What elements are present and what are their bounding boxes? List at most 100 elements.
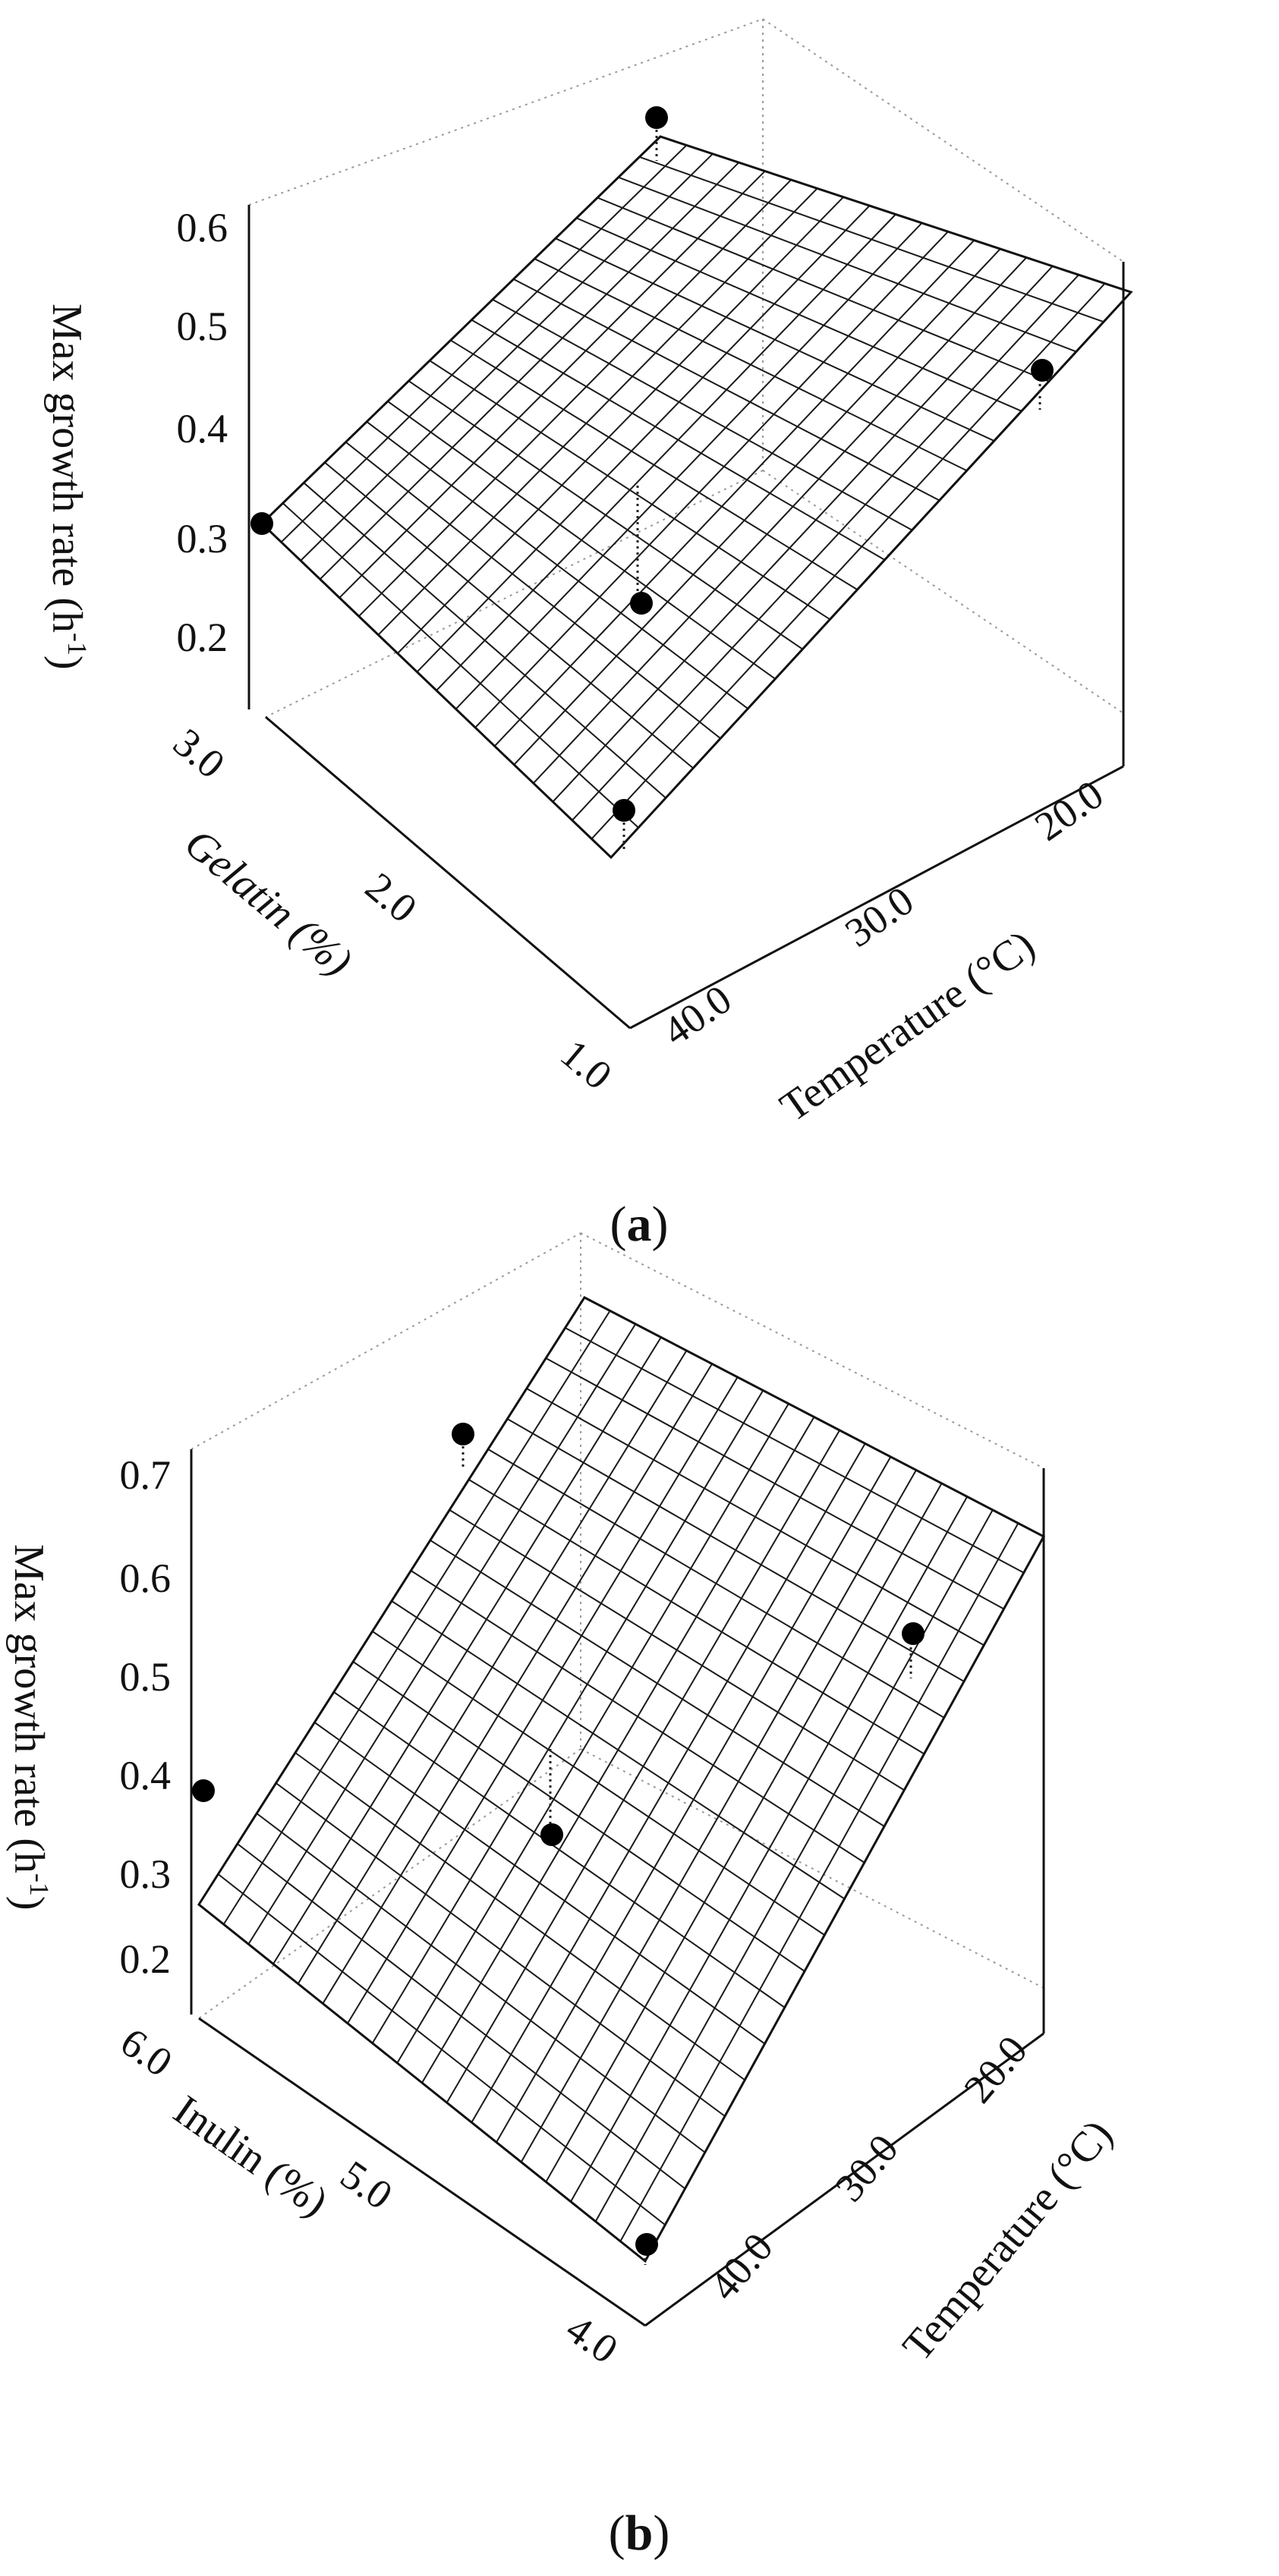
panel-b-y-axis-line [198,2017,646,2327]
panel-a-y-axis-label: Gelatin (%) [176,819,361,985]
panel-b-mesh-line [570,1496,969,2203]
panel-a-data-points [250,106,1054,822]
panel-a-y-tick-label: 3.0 [165,719,233,787]
panel-b-z-tick-label: 0.2 [120,1936,172,1982]
panel-b-z-axis-label-close: ) [5,1896,52,1911]
panel-a-surface [260,135,1133,860]
panel-b-data-point [635,2233,658,2256]
panel-a-z-tick-label: 0.2 [177,615,228,660]
panel-a-z-axis-label-text: Max growth rate (h [43,304,90,633]
panel-b-mesh-line [297,1350,688,1984]
panel-a-caption: (a) [610,1197,669,1252]
panel-b-x-axis-line [644,2032,1044,2327]
panel-a-chart: 0.6 0.5 0.4 0.3 0.2 Max growth rate (h-1… [43,18,1133,1252]
panel-a-surface-border [260,135,1133,860]
panel-b-box-back [191,1232,1044,2019]
panel-b-mesh-line [496,1456,892,2143]
panel-b-x-axis-label: Temperature (°C) [893,2111,1121,2370]
panel-b-mesh-line [247,1323,637,1945]
panel-a-y-tick-label: 2.0 [357,863,425,931]
panel-b-y-tick-label: 6.0 [112,2019,181,2086]
panel-a-data-point [250,512,273,535]
panel-a-mesh-line [572,274,1079,821]
panel-b-caption-letter: b [625,2505,654,2561]
panel-b-mesh-line [396,1403,789,2064]
panel-b-z-axis-label-sup: -1 [24,1873,55,1896]
panel-b-mesh-line [619,1523,1019,2242]
panel-a-mesh-line [513,248,1001,766]
panel-a-z-axis-label-close: ) [43,656,90,670]
panel-a-x-tick-label: 20.0 [1026,771,1111,849]
panel-b-box-edge [580,1232,1044,1469]
panel-b-y-axis-label: Inulin (%) [165,2087,336,2226]
panel-b-z-ticks: 0.7 0.6 0.5 0.4 0.3 0.2 [120,1452,172,1982]
panel-a-x-axis-label: Temperature (°C) [772,921,1044,1131]
panel-b-chart: 0.7 0.6 0.5 0.4 0.3 0.2 Max growth rate … [5,1232,1122,2561]
panel-a-box-edge [762,470,1124,714]
panel-a-z-axis-label-sup: -1 [62,633,93,656]
panel-b-y-tick-label: 4.0 [558,2306,626,2373]
panel-a-x-tick-label: 40.0 [654,976,739,1054]
panel-a-y-tick-label: 1.0 [552,1030,620,1098]
panel-a-mesh-line [300,153,714,561]
panel-b-mesh-line [347,1376,739,2024]
panel-b-z-tick-label: 0.5 [120,1654,172,1700]
panel-b-x-tick-label: 40.0 [701,2225,782,2309]
panel-b-z-axis-label: Max growth rate (h-1) [5,1544,55,1911]
panel-b-data-point [540,1823,563,1846]
panel-a-mesh-line [591,282,1106,840]
panel-b-mesh-line [471,1442,866,2123]
panel-a-z-tick-label: 0.4 [177,406,228,451]
panel-b-y-ticks: 6.0 5.0 4.0 [112,2019,626,2373]
panel-a-z-axis-label: Max growth rate (h-1) [43,304,93,670]
panel-b-mesh-line [545,1483,943,2183]
panel-b-mesh-line [594,1509,994,2222]
panel-a-mesh-line [474,231,949,728]
panel-a-mesh-line [377,187,818,636]
panel-a-mesh-line [416,205,871,673]
panel-b-mesh-line [371,1389,764,2044]
panel-a-data-point [613,799,635,822]
panel-b-mesh-line [322,1363,713,2005]
panel-b-mesh-line [520,1470,917,2162]
panel-a-box-front [247,205,1125,1030]
panel-a-z-ticks: 0.6 0.5 0.4 0.3 0.2 [177,205,228,660]
panel-b-data-point [452,1423,474,1445]
panel-b-y-tick-label: 5.0 [332,2152,401,2219]
panel-b-caption: (b) [609,2505,670,2561]
panel-b-mesh-line [421,1416,815,2084]
panel-a-x-ticks: 20.0 30.0 40.0 [654,771,1111,1054]
panel-b-z-axis-label-text: Max growth rate (h [5,1544,52,1873]
panel-b-x-tick-label: 30.0 [826,2126,907,2210]
panel-a-data-point [630,592,653,615]
panel-a-box-edge [265,470,764,718]
panel-b-mesh-line [272,1336,662,1964]
panel-a-mesh-line [436,213,896,691]
panel-b-z-tick-label: 0.4 [120,1753,172,1798]
panel-b-mesh-line [446,1430,840,2103]
panel-a-mesh-line [397,197,844,654]
panel-a-box-edge [248,18,764,206]
panel-b-surface-border [197,1296,1046,2263]
panel-b-x-tick-label: 20.0 [955,2027,1036,2112]
panel-a-y-axis-line [265,716,631,1030]
panel-a-mesh-line [455,222,923,710]
panel-b-data-point [192,1779,215,1802]
panel-b-box-edge [191,1232,581,1450]
panel-a-y-ticks: 3.0 2.0 1.0 [165,719,620,1098]
panel-a-box-edge [762,18,1124,263]
panel-a-z-tick-label: 0.6 [177,205,228,250]
panel-b-z-tick-label: 0.3 [120,1851,172,1897]
panel-b-z-tick-label: 0.6 [120,1555,172,1601]
panel-a-z-tick-label: 0.3 [177,516,228,561]
panel-b-data-points [192,1423,925,2256]
panel-a-data-point [645,106,668,129]
panel-b-data-point [902,1622,925,1645]
panel-b-box-edge [580,1748,1044,1989]
panel-a-mesh-line [339,170,766,599]
panel-a-mesh-line [533,256,1027,784]
panel-b-z-tick-label: 0.7 [120,1452,172,1498]
panel-b-surface [197,1296,1046,2263]
panel-b-mesh-line [222,1310,611,1925]
